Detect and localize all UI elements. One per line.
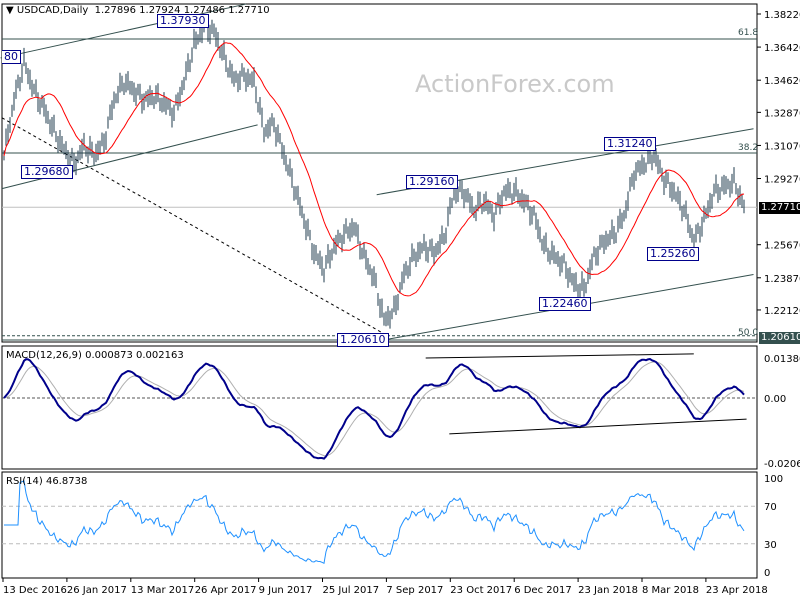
dropdown-triangle-icon[interactable]: ▼ (6, 5, 14, 16)
y-tick-label: 1.23870 (764, 274, 800, 285)
price-label: 1.29160 (406, 175, 458, 189)
x-tick-label: 9 Jun 2017 (259, 585, 313, 596)
x-tick-label: 6 Dec 2017 (514, 585, 572, 596)
macd-trendline (425, 353, 694, 359)
trendline (1, 117, 388, 336)
macd-title: MACD(12,26,9) 0.000873 0.002163 (6, 350, 184, 361)
x-tick-label: 13 Mar 2017 (131, 585, 194, 596)
y-tick-label: 1.31070 (764, 141, 800, 152)
macd-line (3, 357, 745, 460)
fib-label: 38.2 (738, 143, 759, 153)
x-tick-label: 23 Apr 2018 (706, 585, 768, 596)
price-label: 1.22460 (539, 297, 591, 311)
rsi-tick-label: 70 (764, 502, 777, 513)
y-tick-label: 1.25670 (764, 241, 800, 252)
macd-tick-label: 0.00 (764, 394, 786, 405)
rsi-title: RSI(14) 46.8738 (6, 476, 88, 487)
watermark: ActionForex.com (415, 70, 615, 98)
y-tick-label: 1.38220 (764, 10, 800, 21)
macd-signal-line (3, 361, 745, 457)
y-tick-label: 1.29270 (764, 175, 800, 186)
macd-trendline (449, 418, 747, 435)
trendline (0, 3, 247, 59)
rsi-tick-label: 30 (764, 540, 777, 551)
price-label: 1.25260 (647, 247, 699, 261)
x-tick-label: 8 Mar 2018 (642, 585, 699, 596)
price-label: 1.20610 (337, 333, 389, 347)
y-tick-label: 1.36420 (764, 43, 800, 54)
x-tick-label: 26 Apr 2017 (195, 585, 257, 596)
price-label: 1.37930 (157, 14, 209, 28)
fib-label: 61.8 (738, 28, 759, 38)
macd-tick-label: -0.020648 (764, 459, 800, 470)
moving-average-line (3, 42, 745, 297)
x-tick-label: 23 Oct 2017 (450, 585, 512, 596)
chart-header: ▼ USDCAD,Daily 1.27896 1.27924 1.27486 1… (6, 5, 270, 16)
level-marker: 1.20610 (759, 332, 800, 344)
price-label: 1.29680 (21, 165, 73, 179)
macd-panel (1, 345, 758, 470)
rsi-tick-label: 100 (764, 474, 783, 485)
rsi-tick-label: 0 (764, 568, 770, 579)
x-tick-label: 7 Sep 2017 (386, 585, 443, 596)
price-label: 80 (2, 50, 21, 64)
x-tick-label: 26 Jan 2017 (67, 585, 127, 596)
ohlc-readout: 1.27896 1.27924 1.27486 1.27710 (94, 5, 270, 16)
macd-tick-label: 0.013802 (764, 354, 800, 365)
y-tick-label: 1.32870 (764, 108, 800, 119)
rsi-line (4, 480, 745, 565)
x-tick-label: 25 Jul 2017 (323, 585, 380, 596)
rsi-panel (1, 471, 758, 579)
current-price-marker: 1.27710 (759, 202, 800, 214)
y-tick-label: 1.34620 (764, 76, 800, 87)
x-tick-label: 13 Dec 2016 (3, 585, 67, 596)
fib-label: 50.0 (738, 328, 759, 338)
price-label: 1.31240 (604, 137, 656, 151)
symbol-label: USDCAD,Daily (16, 5, 89, 16)
x-tick-label: 23 Jan 2018 (578, 585, 638, 596)
trendline (1, 124, 258, 190)
